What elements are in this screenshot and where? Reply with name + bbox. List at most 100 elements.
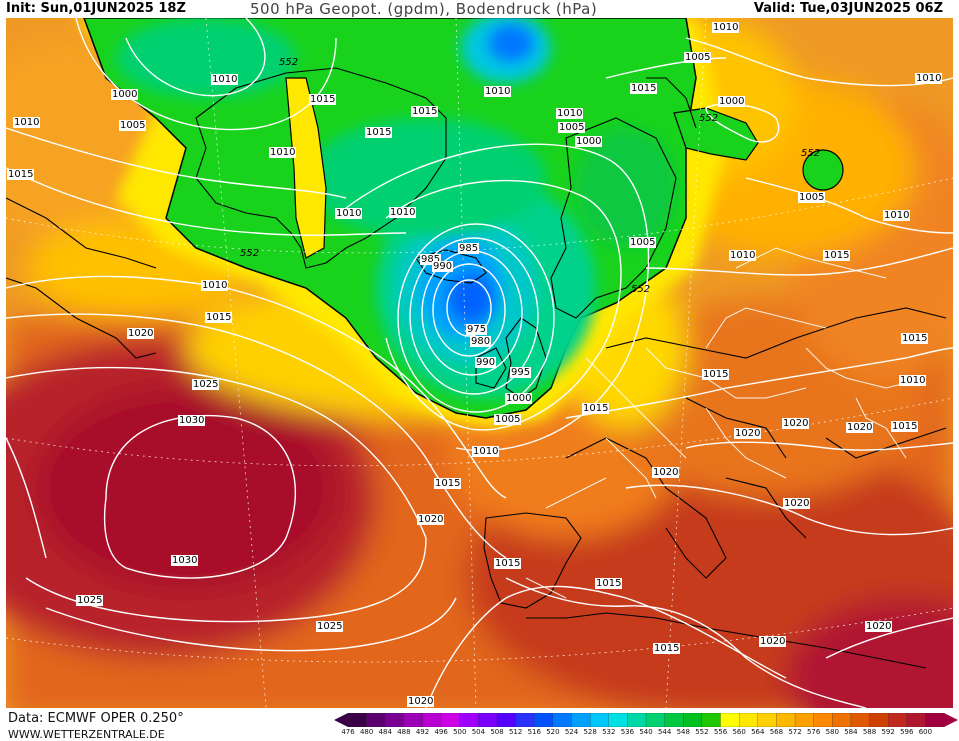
legend-swatch [571,712,591,728]
legend-swatch [738,712,759,728]
legend-tick-label: 536 [620,728,635,736]
isobar-label: 985 [458,243,480,254]
legend-tick-label: 516 [527,728,541,736]
isobar-label: 1020 [417,514,445,525]
legend-tick-label: 504 [471,728,486,736]
legend-swatch [385,712,405,728]
geopot-552-patch-east [802,149,844,191]
isobar-label: 980 [470,336,492,347]
isobar-label: 1010 [712,22,740,33]
isobar-label: 1010 [915,73,943,84]
legend-tick-label: 476 [341,728,355,736]
legend-swatch [869,712,889,728]
legend-tick-label: 520 [546,728,560,736]
legend-tick-label: 544 [657,728,672,736]
site-url: WWW.WETTERZENTRALE.DE [8,728,165,741]
isobar-label: 1010 [899,375,927,386]
isobar-label: 1015 [411,106,439,117]
legend-swatch [627,712,647,728]
isobar-label: 1020 [407,696,435,707]
isobar-label: 1005 [684,52,712,63]
legend-tick-label: 592 [881,728,895,736]
legend-swatch [850,712,871,728]
isobar-label: 1015 [901,333,929,344]
isobar-label: 1020 [865,621,893,632]
isobar-label: 1020 [652,467,680,478]
isobar-label: 1015 [702,369,730,380]
legend-tick-label: 564 [751,728,765,736]
grid-lines [6,18,953,708]
isobar-label: 1010 [269,147,297,158]
isobar-label: 1015 [630,83,658,94]
isobar-label: 1015 [205,312,233,323]
geopotential-label: 552 [801,148,821,159]
isobar-label: 1015 [891,421,919,432]
legend-tick-label: 532 [602,728,616,736]
isobar-label: 1020 [783,498,811,509]
legend-tick-label: 488 [397,728,411,736]
map-title: 500 hPa Geopot. (gpdm), Bodendruck (hPa) [250,0,598,18]
weather-map: 1010 1000 1005 1010 1015 1015 1015 1010 1015 1010… [6,18,953,708]
map-canvas [6,18,953,708]
isobar-label: 1010 [484,86,512,97]
legend-swatch [534,712,554,728]
legend-swatch [589,712,610,728]
legend-tick-label: 492 [415,728,430,736]
legend-swatch [552,712,573,728]
legend-tick-label: 480 [359,728,374,736]
color-legend: 476 480 484 488 492 496 500 504 508 512 516 520 524 5… [334,712,958,736]
legend-swatch [403,712,424,728]
isobar-label: 985 [420,254,442,265]
isobar-label: 1020 [759,636,787,647]
isobar-label: 1005 [558,122,586,133]
legend-tick-label: 600 [918,728,933,736]
isobar-label: 1000 [718,96,746,107]
legend-swatch [683,712,703,728]
geopotential-label: 552 [699,113,719,124]
isobar-label: 1005 [798,192,826,203]
map-footer: Data: ECMWF OPER 0.250° WWW.WETTERZENTRA… [0,708,959,741]
isobar-label: 1015 [494,558,522,569]
init-time: Init: Sun,01JUN2025 18Z [6,1,186,16]
legend-swatch [459,712,480,728]
isobar-label: 1015 [595,578,623,589]
legend-tick-label: 500 [453,728,467,736]
legend-swatch [366,712,386,728]
legend-swatch [776,712,796,728]
isobar-label: 1000 [505,393,533,404]
isobar-label: 995 [510,367,532,378]
isobar-label: 1010 [335,208,363,219]
isobar-label: 1020 [127,328,155,339]
geopotential-label: 552 [279,57,299,68]
legend-tick-label: 556 [713,728,728,736]
legend-tick-label: 580 [825,728,839,736]
legend-swatch [701,712,722,728]
valid-time: Valid: Tue,03JUN2025 06Z [753,1,943,16]
legend-tick-label: 496 [434,728,448,736]
legend-tick-label: 576 [806,728,821,736]
isobar-label: 1020 [734,428,762,439]
isobar-label: 1030 [178,415,206,426]
legend-tick-label: 508 [490,728,504,736]
isobar-label: 1010 [883,210,911,221]
legend-arrow-left [334,713,348,727]
legend-tick-label: 548 [676,728,690,736]
coastlines [6,67,947,669]
isobar-label: 1005 [494,414,522,425]
legend-tick-label: 572 [788,728,802,736]
legend-tick-label: 512 [508,728,523,736]
legend-tick-label: 584 [844,728,858,736]
isobar-label: 1030 [171,555,199,566]
legend-tick-label: 540 [639,728,653,736]
legend-tick-label: 560 [732,728,746,736]
isobar-label: 1015 [309,94,337,105]
legend-arrow-right [944,713,958,727]
legend-tick-label: 528 [583,728,597,736]
legend-tick-label: 568 [769,728,784,736]
isobar-label: 1010 [389,207,417,218]
legend-swatch [887,712,908,728]
map-header: Init: Sun,01JUN2025 18Z 500 hPa Geopot. … [0,0,959,18]
isobars [6,18,953,708]
country-borders [525,247,927,599]
legend-swatch [832,712,852,728]
